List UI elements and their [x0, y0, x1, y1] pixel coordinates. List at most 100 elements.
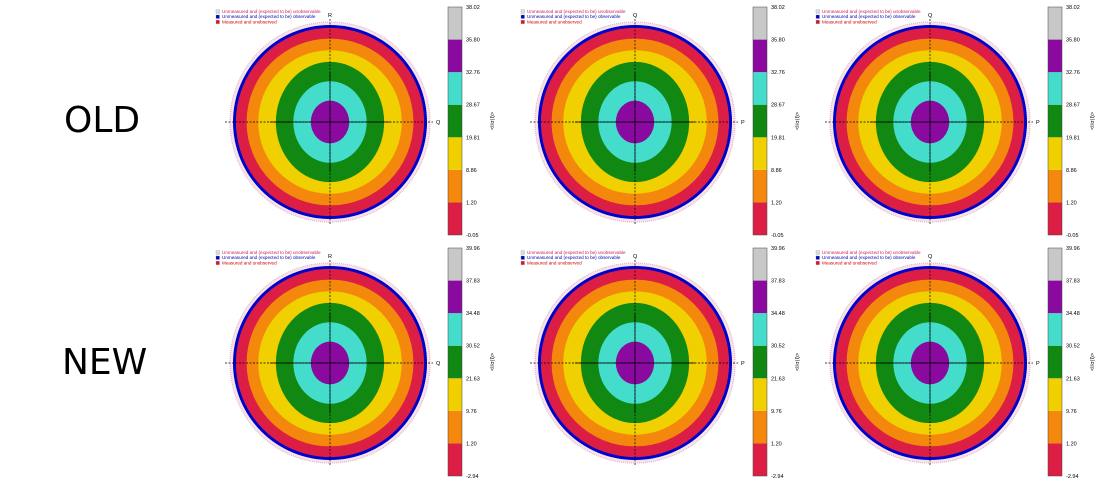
colorbar-tick-label: 32.76 — [466, 70, 480, 76]
colorbar-tick-label: 1.20 — [771, 200, 782, 206]
colorbar-segment — [448, 248, 462, 281]
colorbar-tick-label: 1.20 — [1066, 200, 1077, 206]
colorbar-frame — [447, 247, 463, 477]
colorbar-tick-label: 19.81 — [771, 135, 785, 141]
legend-text: Unmeasured and (expected to be) observab… — [527, 14, 621, 19]
colorbar-tick-label: 21.63 — [771, 376, 785, 382]
colorbar-tick-label: 35.80 — [466, 38, 480, 44]
legend-swatch — [815, 255, 820, 260]
legend-text: Unmeasured and (expected to be) unobserv… — [822, 9, 921, 14]
colorbar-tick-label: 37.83 — [1066, 279, 1080, 285]
chart-svg: Unmeasured and (expected to be) unobserv… — [215, 246, 496, 480]
colorbar-tick-label: 30.52 — [1066, 344, 1080, 350]
colorbar-tick-label: 8.86 — [771, 168, 782, 174]
colorbar-tick-label: 32.76 — [771, 70, 785, 76]
colorbar-frame — [447, 6, 463, 236]
axis-label-vertical: R — [328, 13, 332, 19]
colorbar-segment — [1048, 313, 1062, 346]
colorbar-segment — [448, 7, 462, 40]
chart-old-1: Unmeasured and (expected to be) unobserv… — [212, 2, 497, 240]
colorbar-tick-label: 9.76 — [1066, 409, 1077, 415]
colorbar-tick-label: 1.20 — [466, 200, 477, 206]
legend-swatch — [215, 255, 220, 260]
legend-text: Measured and unobserved — [527, 19, 582, 24]
chart-svg: Unmeasured and (expected to be) unobserv… — [815, 5, 1096, 239]
axes — [825, 19, 1033, 225]
axis-label-vertical: R — [328, 254, 332, 260]
axis-label-vertical: Q — [633, 254, 638, 260]
legend-text: Unmeasured and (expected to be) unobserv… — [527, 9, 626, 14]
colorbar-segment — [753, 345, 767, 379]
colorbar-segment — [753, 248, 767, 281]
colorbar-segment — [1048, 202, 1062, 235]
colorbar-label: <I/σ(I)> — [1090, 353, 1096, 371]
legend-text: Unmeasured and (expected to be) unobserv… — [822, 250, 921, 255]
colorbar-tick-label: 8.86 — [1066, 168, 1077, 174]
colorbar-tick-label: 39.96 — [466, 246, 480, 252]
row-label-old: OLD — [64, 100, 141, 141]
legend-swatch — [215, 14, 220, 19]
legend-text: Unmeasured and (expected to be) observab… — [527, 255, 621, 260]
legend-swatch — [815, 261, 820, 265]
colorbar-tick-label: 34.48 — [771, 311, 785, 317]
legend-swatch — [215, 9, 220, 14]
legend-text: Unmeasured and (expected to be) observab… — [222, 14, 316, 19]
colorbar-tick-label: 35.80 — [1066, 38, 1080, 44]
colorbar-segment — [753, 280, 767, 314]
colorbar-tick-label: -2.94 — [466, 474, 479, 480]
chart-old-2: Unmeasured and (expected to be) unobserv… — [517, 2, 802, 240]
colorbar-frame — [1047, 6, 1063, 236]
colorbar-tick-label: 30.52 — [771, 344, 785, 350]
axis-label-horizontal: P — [741, 120, 745, 126]
colorbar-label: <I/σ(I)> — [1090, 112, 1096, 130]
legend-swatch — [215, 20, 220, 24]
colorbar-frame — [1047, 247, 1063, 477]
colorbar-segment — [1048, 443, 1062, 476]
colorbar-segment — [1048, 104, 1062, 138]
legend-text: Unmeasured and (expected to be) unobserv… — [222, 250, 321, 255]
axes — [225, 260, 433, 466]
legend-swatch — [815, 20, 820, 24]
colorbar-segment — [753, 7, 767, 40]
colorbar-segment — [1048, 345, 1062, 379]
colorbar-segment — [753, 443, 767, 476]
chart-new-1: Unmeasured and (expected to be) unobserv… — [212, 243, 497, 481]
colorbar-segment — [448, 345, 462, 379]
legend-swatch — [520, 20, 525, 24]
legend-swatch — [815, 14, 820, 19]
colorbar-tick-label: 1.20 — [1066, 441, 1077, 447]
legend-text: Unmeasured and (expected to be) observab… — [222, 255, 316, 260]
colorbar-label: <I/σ(I)> — [795, 112, 801, 130]
legend-swatch — [815, 250, 820, 255]
legend-text: Unmeasured and (expected to be) observab… — [822, 255, 916, 260]
colorbar-frame — [752, 6, 768, 236]
chart-old-3: Unmeasured and (expected to be) unobserv… — [812, 2, 1097, 240]
legend-swatch — [215, 250, 220, 255]
legend-swatch — [520, 255, 525, 260]
colorbar-label: <I/σ(I)> — [490, 353, 496, 371]
legend-text: Measured and unobserved — [527, 260, 582, 265]
colorbar-tick-label: -0.05 — [1066, 233, 1079, 239]
colorbar-segment — [753, 137, 767, 170]
row-label-new: NEW — [62, 342, 148, 383]
colorbar-segment — [753, 410, 767, 444]
colorbar-tick-label: -0.05 — [771, 233, 784, 239]
legend-text: Measured and unobserved — [222, 19, 277, 24]
legend-text: Measured and unobserved — [222, 260, 277, 265]
axis-label-horizontal: Q — [436, 361, 441, 367]
colorbar-tick-label: 30.52 — [466, 344, 480, 350]
colorbar-tick-label: 34.48 — [1066, 311, 1080, 317]
legend-swatch — [520, 250, 525, 255]
colorbar-tick-label: 32.76 — [1066, 70, 1080, 76]
axes — [530, 19, 738, 225]
colorbar-segment — [448, 202, 462, 235]
legend-text: Unmeasured and (expected to be) unobserv… — [222, 9, 321, 14]
colorbar-segment — [753, 378, 767, 411]
chart-svg: Unmeasured and (expected to be) unobserv… — [520, 246, 801, 480]
chart-new-3: Unmeasured and (expected to be) unobserv… — [812, 243, 1097, 481]
axis-label-vertical: Q — [928, 254, 933, 260]
axis-label-horizontal: Q — [436, 120, 441, 126]
axes — [825, 260, 1033, 466]
colorbar-segment — [448, 443, 462, 476]
legend-text: Measured and unobserved — [822, 260, 877, 265]
